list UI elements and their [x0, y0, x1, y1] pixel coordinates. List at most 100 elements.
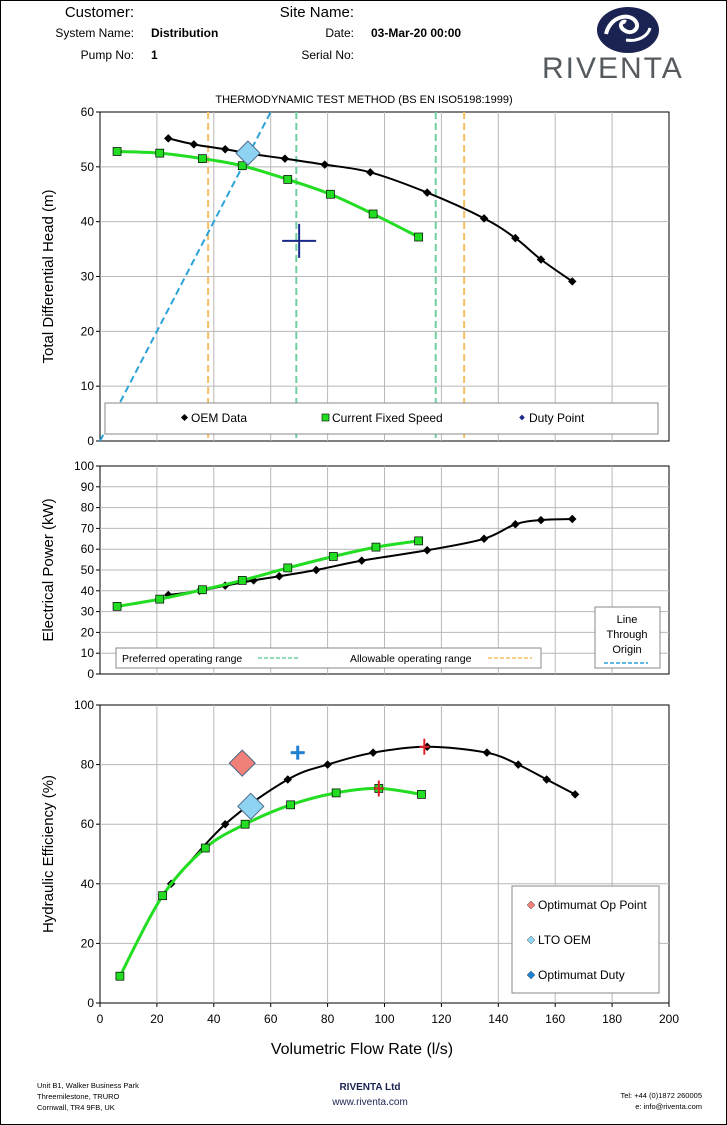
footer-tel: Tel: +44 (0)1872 260005: [620, 1091, 702, 1100]
y-tick-label-1: 50: [81, 563, 95, 577]
y-tick-label-1: 60: [81, 542, 95, 556]
footer-address-line1: Unit B1, Walker Business Park: [37, 1081, 139, 1090]
oem-data-point-2: [283, 775, 293, 784]
current-speed-point-1: [198, 585, 207, 595]
oem-data-point-2: [570, 790, 580, 799]
legend-oem-marker: [180, 413, 189, 422]
current-speed-point-1: [371, 542, 381, 552]
y-tick-label-0: 20: [81, 324, 95, 338]
current-speed-point-1: [155, 594, 165, 604]
current-speed-point-2: [331, 788, 341, 798]
lto-oem-marker: [237, 792, 265, 821]
current-speed-point-0: [326, 189, 335, 199]
oem-data-point-1: [422, 545, 432, 555]
x-tick-label: 180: [602, 1012, 622, 1026]
customer-label: Customer:: [64, 4, 134, 21]
oem-data-point-0: [164, 134, 173, 143]
y-tick-label-1: 10: [81, 646, 95, 660]
oem-data-point-1: [511, 519, 520, 529]
oem-data-point-0: [220, 145, 230, 154]
current-speed-point-2: [115, 971, 125, 981]
legend-box-origin: [594, 606, 661, 669]
y-tick-label-2: 20: [81, 936, 95, 950]
pump-no-label: Pump No:: [80, 48, 134, 62]
oem-data-point-0: [189, 140, 199, 149]
current-speed-point-1: [414, 536, 423, 546]
legend-origin-label: Line: [617, 614, 638, 626]
y-tick-label-0: 50: [81, 160, 95, 174]
y-tick-label-2: 0: [87, 996, 94, 1010]
y-tick-label-1: 80: [81, 501, 95, 515]
footer-website[interactable]: www.riventa.com: [332, 1097, 408, 1108]
current-speed-point-0: [112, 147, 122, 156]
y-tick-label-2: 100: [74, 698, 94, 712]
oem-data-point-1: [311, 565, 321, 575]
legend-box-ranges: [115, 647, 542, 669]
legend-current-marker: [321, 413, 330, 422]
footer-email[interactable]: e: info@riventa.com: [635, 1102, 702, 1111]
oem-data-point-2: [513, 760, 523, 769]
lto-point-marker: [235, 140, 261, 166]
y-tick-label-2: 40: [81, 877, 95, 891]
y-tick-label-1: 40: [81, 584, 95, 598]
legend-lto-oem-marker: [526, 935, 536, 945]
x-tick-label: 60: [264, 1012, 278, 1026]
x-tick-label: 160: [545, 1012, 565, 1026]
current-speed-point-2: [200, 843, 210, 853]
current-speed-point-2: [286, 800, 295, 810]
current-speed-point-1: [112, 602, 122, 611]
y-tick-label-0: 0: [87, 434, 94, 448]
oem-data-point-0: [320, 160, 329, 169]
y-tick-label-0: 40: [81, 215, 95, 229]
x-tick-label: 80: [321, 1012, 335, 1026]
oem-data-point-2: [323, 760, 332, 769]
current-speed-point-0: [368, 209, 378, 219]
y-tick-label-0: 10: [81, 379, 95, 393]
oem-data-point-1: [274, 571, 284, 581]
x-axis-label: Volumetric Flow Rate (l/s): [271, 1041, 453, 1058]
site-name-label: Site Name:: [279, 4, 354, 21]
legend-lto-oem-label: LTO OEM: [538, 933, 591, 947]
x-tick-label: 40: [207, 1012, 221, 1026]
system-name-value: Distribution: [151, 26, 219, 40]
oem-data-point-1: [479, 534, 489, 544]
footer-address: Unit B1, Walker Business Park Threemiles…: [37, 1080, 139, 1113]
y-tick-label-0: 60: [81, 105, 95, 119]
legend-box-head: [104, 402, 659, 435]
current-speed-point-2: [240, 819, 250, 829]
serial-no-label: Serial No:: [301, 48, 354, 62]
y-tick-label-2: 60: [81, 817, 95, 831]
current-speed-point-1: [328, 552, 338, 561]
y-tick-label-2: 80: [81, 758, 95, 772]
x-tick-label: 140: [488, 1012, 508, 1026]
legend-opt-duty-marker: [526, 970, 536, 980]
footer-company: RIVENTA Ltd: [339, 1082, 401, 1093]
y-tick-label-1: 70: [81, 521, 95, 535]
oem-data-point-0: [536, 255, 546, 264]
oem-data-point-0: [568, 277, 577, 286]
date-value: 03-Mar-20 00:00: [371, 26, 462, 40]
current-speed-point-1: [283, 563, 293, 573]
current-speed-point-0: [198, 154, 207, 163]
oem-data-point-1: [536, 515, 546, 525]
date-label: Date:: [325, 26, 354, 40]
x-tick-label: 0: [97, 1012, 104, 1026]
y-tick-label-1: 100: [74, 459, 94, 473]
oem-data-point-0: [479, 214, 489, 223]
current-speed-point-2: [417, 790, 426, 799]
footer-address-line2: Threemilestone, TRURO: [37, 1092, 120, 1101]
legend-origin-label: Through: [607, 629, 648, 641]
oem-data-point-2: [368, 748, 378, 757]
optimumat-op-point-marker: [228, 749, 256, 777]
legend-box-efficiency: [511, 885, 660, 994]
legend-duty-marker: [519, 414, 525, 421]
current-speed-point-0: [237, 161, 247, 171]
y-tick-label-0: 30: [81, 270, 95, 284]
oem-data-point-2: [482, 748, 492, 757]
current-speed-point-1: [237, 576, 247, 585]
legend-origin-label: Origin: [612, 644, 641, 656]
x-tick-label: 20: [150, 1012, 164, 1026]
system-name-label: System Name:: [55, 26, 134, 40]
legend-op-point-marker: [526, 900, 536, 910]
